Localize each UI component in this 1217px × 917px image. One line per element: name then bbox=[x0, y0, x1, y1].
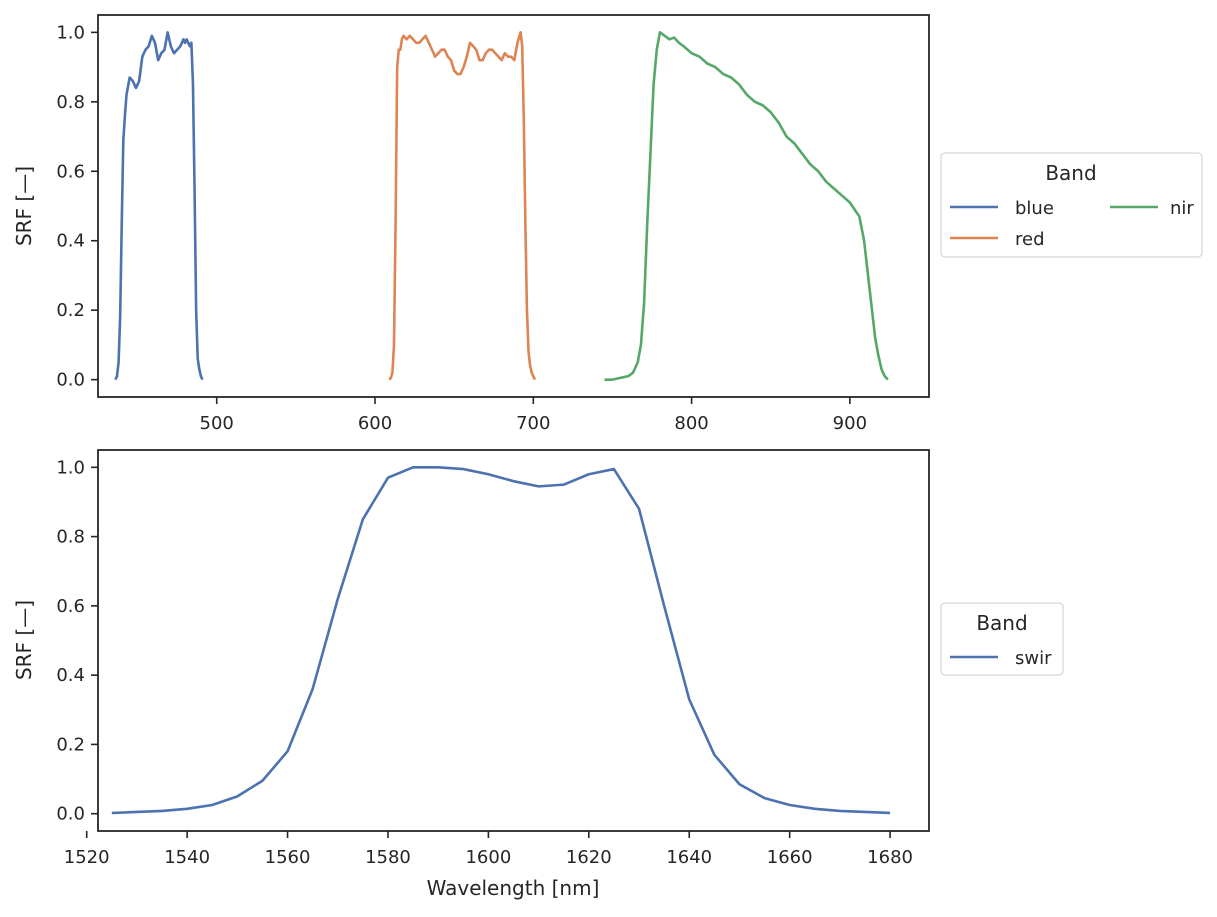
y-tick-label: 0.2 bbox=[56, 300, 85, 321]
x-ticks-top: 500 600 700 800 900 bbox=[200, 397, 867, 434]
y-tick-label: 0.0 bbox=[56, 804, 85, 825]
x-tick-label: 500 bbox=[200, 413, 234, 434]
x-tick-label: 1540 bbox=[164, 847, 210, 868]
y-ticks-bottom: 0.0 0.2 0.4 0.6 0.8 1.0 bbox=[56, 457, 98, 825]
y-tick-label: 0.8 bbox=[56, 527, 85, 548]
legend-label-blue: blue bbox=[1015, 198, 1054, 219]
x-tick-label: 1560 bbox=[265, 847, 311, 868]
legend-label-red: red bbox=[1015, 229, 1045, 250]
x-tick-label: 1620 bbox=[566, 847, 612, 868]
legend-title-top: Band bbox=[1045, 161, 1096, 185]
y-tick-label: 0.4 bbox=[56, 231, 85, 252]
y-tick-label: 0.2 bbox=[56, 734, 85, 755]
x-ticks-bottom: 1520 1540 1560 1580 1600 1620 1640 1660 1680 bbox=[64, 831, 913, 868]
y-ticks-top: 0.0 0.2 0.4 0.6 0.8 1.0 bbox=[56, 22, 98, 391]
series-layer-top bbox=[114, 31, 889, 381]
x-tick-label: 1600 bbox=[465, 847, 511, 868]
series-line-nir bbox=[604, 31, 889, 381]
legend-top: Band blue red nir bbox=[940, 152, 1203, 258]
y-tick-label: 1.0 bbox=[56, 457, 85, 478]
subplot-bottom: 1520 1540 1560 1580 1600 1620 1640 1660 1680 0.0… bbox=[12, 449, 1064, 900]
y-tick-label: 1.0 bbox=[56, 22, 85, 43]
series-layer-bottom bbox=[111, 466, 891, 815]
x-tick-label: 1680 bbox=[867, 847, 913, 868]
axes-frame-top bbox=[97, 14, 930, 398]
legend-title-bottom: Band bbox=[976, 611, 1027, 635]
x-tick-label: 1640 bbox=[666, 847, 712, 868]
series-line-swir bbox=[111, 466, 891, 815]
axes-frame-bottom bbox=[97, 449, 930, 832]
subplot-top: 500 600 700 800 900 0.0 0.2 0.4 0.6 0.8 1.0 SRF [… bbox=[12, 14, 1203, 434]
x-tick-label: 1660 bbox=[767, 847, 813, 868]
legend-label-swir: swir bbox=[1015, 648, 1052, 669]
legend-box-top bbox=[940, 152, 1203, 258]
x-tick-label: 600 bbox=[358, 413, 392, 434]
y-axis-label-bottom: SRF [—] bbox=[12, 600, 36, 680]
y-tick-label: 0.6 bbox=[56, 596, 85, 617]
series-line-red bbox=[388, 31, 537, 381]
y-axis-label-top: SRF [—] bbox=[12, 166, 36, 246]
legend-label-nir: nir bbox=[1170, 198, 1194, 219]
series-line-blue bbox=[114, 31, 204, 381]
x-tick-label: 700 bbox=[516, 413, 550, 434]
x-tick-label: 800 bbox=[674, 413, 708, 434]
y-tick-label: 0.0 bbox=[56, 370, 85, 391]
y-tick-label: 0.6 bbox=[56, 161, 85, 182]
x-axis-label-bottom: Wavelength [nm] bbox=[427, 876, 600, 900]
x-tick-label: 900 bbox=[833, 413, 867, 434]
y-tick-label: 0.8 bbox=[56, 92, 85, 113]
legend-bottom: Band swir bbox=[940, 602, 1064, 676]
x-tick-label: 1580 bbox=[365, 847, 411, 868]
y-tick-label: 0.4 bbox=[56, 665, 85, 686]
x-tick-label: 1520 bbox=[64, 847, 110, 868]
